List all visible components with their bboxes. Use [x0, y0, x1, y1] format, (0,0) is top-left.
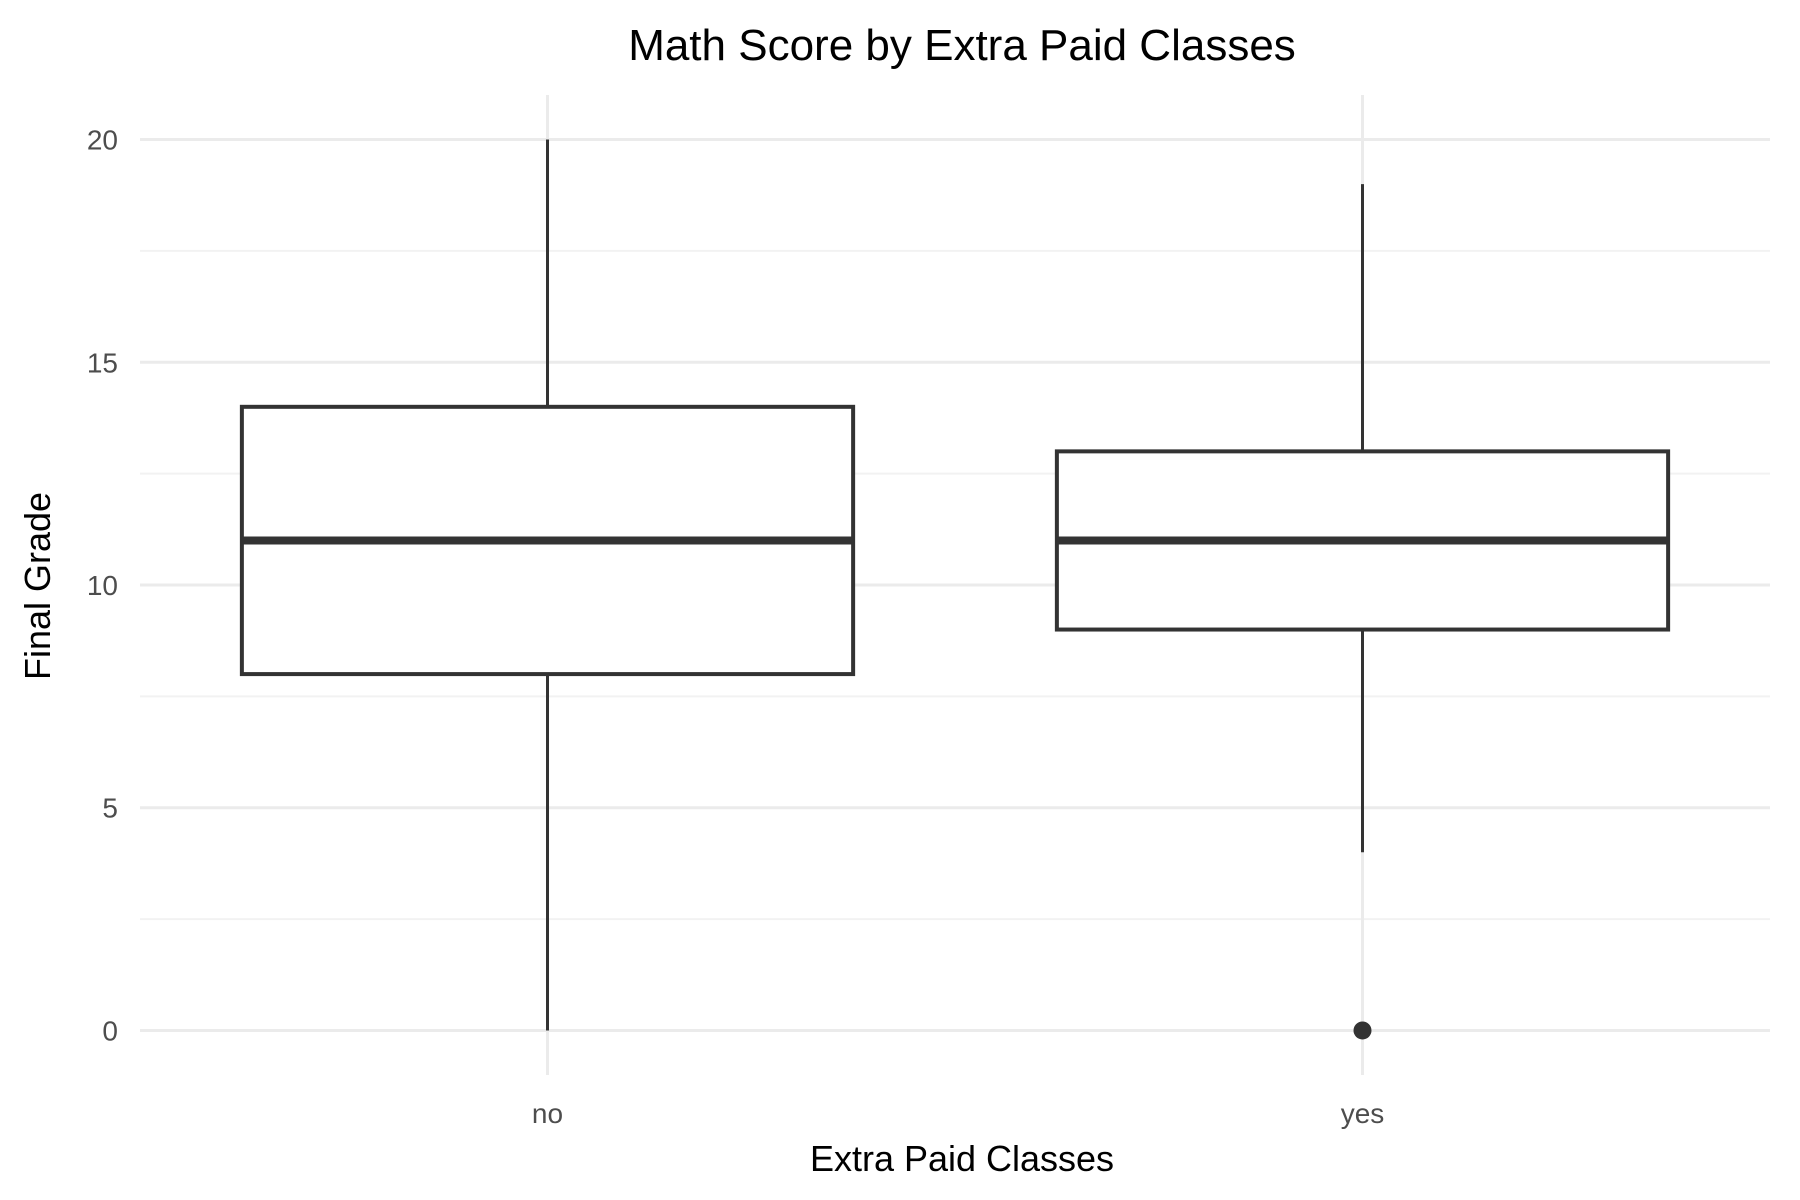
y-tick-label: 5: [102, 793, 118, 824]
x-tick-label: no: [532, 1098, 563, 1129]
outlier-point: [1353, 1021, 1372, 1040]
y-tick-label: 0: [102, 1015, 118, 1046]
y-tick-label: 15: [87, 347, 118, 378]
y-tick-label: 10: [87, 570, 118, 601]
chart-title: Math Score by Extra Paid Classes: [628, 21, 1296, 70]
box-no: [239, 139, 856, 1031]
tick-labels: 0 5 10 15 20 no yes: [87, 125, 1384, 1129]
y-axis-title: Final Grade: [17, 492, 58, 680]
box-yes: [1054, 184, 1671, 1040]
y-tick-label: 20: [87, 125, 118, 156]
x-tick-label: yes: [1341, 1098, 1385, 1129]
boxplot-layer: [239, 139, 1671, 1040]
x-axis-title: Extra Paid Classes: [810, 1138, 1114, 1179]
